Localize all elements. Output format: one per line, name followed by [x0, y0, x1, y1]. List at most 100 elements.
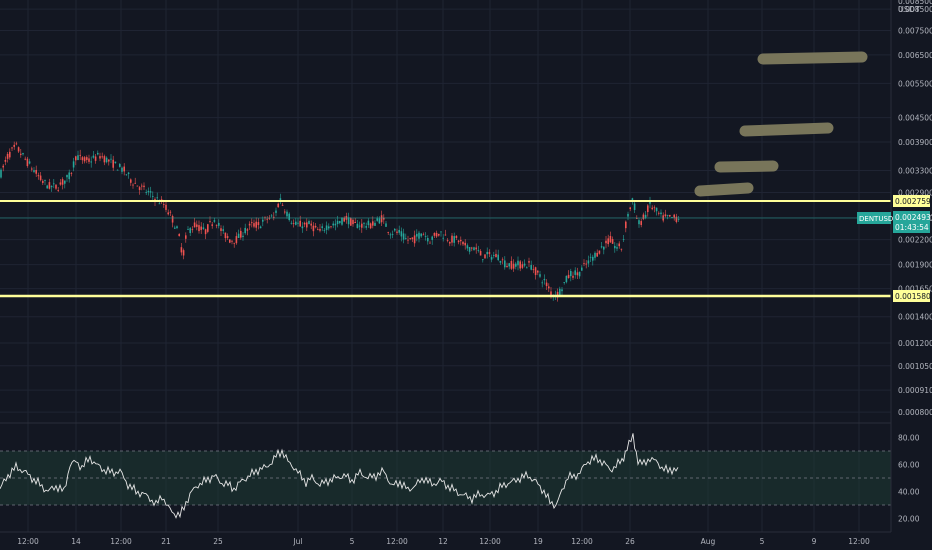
candle: [464, 239, 466, 250]
candle: [86, 155, 88, 164]
candle: [475, 243, 477, 254]
candle: [28, 158, 31, 165]
candle: [295, 218, 297, 226]
candle: [484, 254, 486, 259]
candle: [515, 261, 517, 270]
candle: [55, 184, 57, 190]
candle: [647, 204, 649, 217]
candle: [396, 228, 398, 235]
candle: [110, 154, 112, 164]
candle: [105, 156, 108, 164]
candle: [594, 251, 596, 261]
candle: [312, 222, 315, 237]
time-tick-label: 12:00: [110, 537, 132, 546]
candle: [141, 183, 143, 191]
countdown-value: 01:43:54: [895, 223, 929, 232]
candle: [596, 249, 598, 257]
candle: [614, 242, 616, 253]
candle: [253, 219, 255, 229]
candle: [497, 249, 499, 262]
candle: [61, 177, 64, 190]
candle: [451, 233, 453, 246]
candle: [299, 215, 301, 227]
candle: [44, 179, 46, 185]
annotation-stroke-1[interactable]: [694, 182, 754, 197]
candle: [664, 209, 667, 218]
candle: [409, 237, 411, 241]
candle: [297, 218, 299, 227]
candle: [114, 161, 117, 164]
candle: [378, 216, 381, 225]
time-tick-label: Aug: [701, 537, 716, 546]
upper-level-value: 0.0027590: [895, 197, 932, 206]
candle: [570, 268, 572, 282]
time-axis[interactable]: 12:00 14 12:00 21 25 Jul 5 12:00 12 12:00 19 12:00 2…: [17, 537, 870, 546]
candle: [149, 186, 152, 198]
candle: [226, 233, 229, 240]
candle: [649, 196, 651, 209]
candle: [233, 242, 235, 248]
candle: [669, 214, 671, 218]
candle: [277, 202, 279, 208]
candle: [433, 232, 436, 238]
time-tick-label: 5: [760, 537, 765, 546]
candle: [356, 219, 359, 229]
candle: [83, 156, 86, 164]
candle: [273, 212, 275, 221]
rsi-tick-label: 20.00: [898, 515, 920, 524]
candle: [119, 163, 121, 168]
annotation-stroke-4[interactable]: [757, 51, 868, 65]
rsi-axis[interactable]: 80.00 60.00 40.00 20.00: [898, 434, 920, 524]
candle: [196, 220, 198, 231]
candle: [603, 246, 605, 255]
time-tick-label: 9: [812, 537, 817, 546]
candle: [145, 189, 147, 196]
rsi-tick-label: 80.00: [898, 434, 920, 443]
candle: [576, 267, 579, 279]
candle: [361, 218, 363, 233]
candle: [112, 155, 114, 171]
symbol-label: DENTUSDT: [859, 215, 898, 223]
candle: [627, 211, 629, 221]
candle: [176, 225, 178, 230]
time-tick-label: 14: [71, 537, 81, 546]
candle: [251, 218, 253, 228]
candle: [609, 231, 612, 244]
annotations: [694, 51, 868, 197]
candle: [600, 242, 603, 249]
candle: [618, 241, 620, 249]
annotation-stroke-2[interactable]: [714, 160, 779, 173]
candle: [578, 271, 581, 279]
candle: [6, 152, 9, 163]
candle: [587, 255, 590, 268]
candle: [460, 236, 462, 246]
candle: [519, 260, 521, 272]
candle: [508, 262, 510, 270]
candle: [178, 233, 180, 237]
candle: [147, 187, 150, 196]
candle: [193, 217, 196, 228]
candle: [189, 227, 191, 237]
candle: [37, 172, 40, 180]
annotation-stroke-3[interactable]: [739, 122, 834, 137]
candle: [231, 239, 233, 245]
candle: [387, 231, 389, 236]
candle: [180, 243, 183, 256]
candle: [429, 240, 431, 244]
candle: [281, 202, 284, 206]
candle: [607, 234, 609, 247]
candle: [187, 226, 189, 230]
candle: [468, 247, 471, 255]
candle: [0, 168, 2, 179]
time-tick-label: 12:00: [386, 537, 408, 546]
candle: [471, 246, 473, 252]
candle: [405, 233, 407, 240]
candle: [673, 213, 675, 221]
candle: [420, 233, 422, 238]
